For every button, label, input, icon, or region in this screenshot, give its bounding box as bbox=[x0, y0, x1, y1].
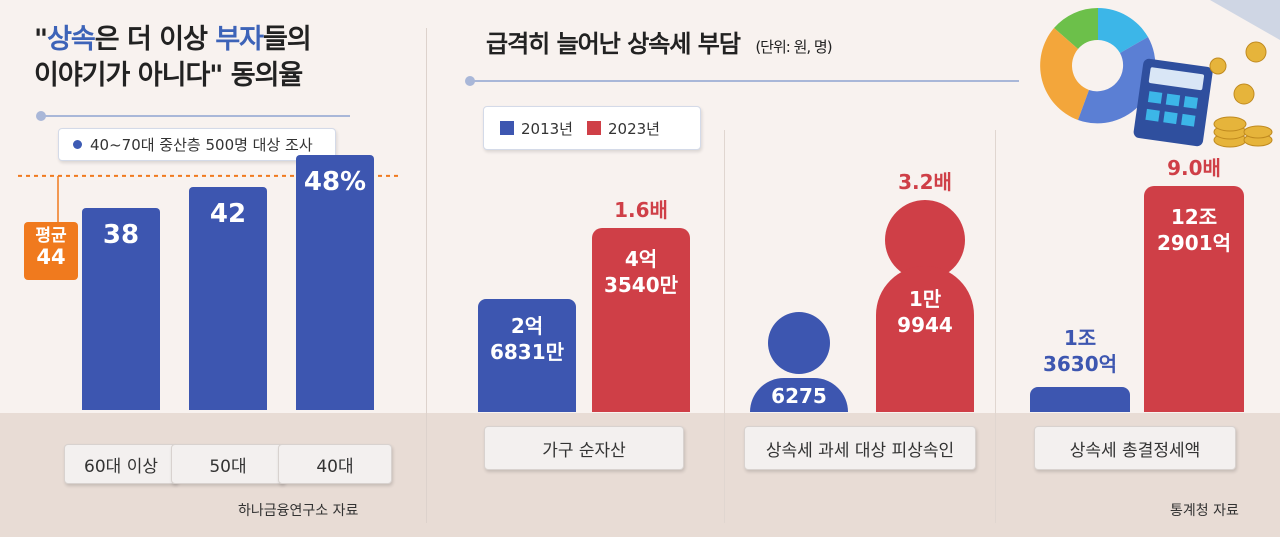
bar-value-label-group: 1조 3630억 bbox=[1030, 325, 1130, 377]
category-label: 상속세 과세 대상 피상속인 bbox=[744, 426, 976, 470]
category-label: 40대 bbox=[278, 444, 392, 484]
bar-value-label: 6831만 bbox=[489, 339, 565, 364]
person-body-2013: 6275 bbox=[750, 378, 848, 412]
bar-50대: 42 bbox=[189, 186, 267, 410]
bar-60대 이상: 38 bbox=[82, 207, 160, 410]
bar-value-label: 9944 bbox=[897, 313, 953, 337]
bar-value-label: 12조 bbox=[1170, 205, 1218, 229]
group-separator bbox=[995, 130, 996, 523]
bar-value-label: 3630억 bbox=[1042, 351, 1118, 376]
bar-value-label: 1조 bbox=[1063, 325, 1097, 350]
average-label: 평균 bbox=[35, 226, 67, 246]
title-rule-dot bbox=[465, 76, 475, 86]
bar-40대: 48% bbox=[296, 154, 374, 410]
bar-2023: 4억 3540만 bbox=[592, 228, 690, 412]
coins-icon bbox=[1209, 41, 1273, 148]
bar-2013: 2억 6831만 bbox=[478, 298, 576, 412]
title-rule bbox=[44, 115, 350, 117]
growth-multiplier: 9.0배 bbox=[1167, 156, 1221, 180]
donut-chart-icon bbox=[1040, 7, 1156, 124]
unit-note: (단위: 원, 명) bbox=[755, 38, 832, 56]
right-title: 급격히 늘어난 상속세 부담 (단위: 원, 명) bbox=[486, 30, 833, 58]
legend-swatch-2023 bbox=[586, 121, 601, 135]
bar-value-label: 4억 bbox=[624, 247, 658, 271]
average-value: 44 bbox=[36, 244, 66, 269]
category-label: 상속세 총결정세액 bbox=[1034, 426, 1236, 470]
category-label: 60대 이상 bbox=[64, 444, 178, 484]
bar-value-label: 3540만 bbox=[603, 273, 679, 297]
growth-multiplier: 3.2배 bbox=[898, 170, 952, 194]
title-rule-dot bbox=[36, 111, 46, 121]
legend-label-2023: 2023년 bbox=[607, 119, 660, 138]
category-label: 가구 순자산 bbox=[484, 426, 684, 470]
growth-multiplier: 1.6배 bbox=[614, 198, 668, 222]
right-source: 통계청 자료 bbox=[1170, 503, 1239, 519]
corner-decoration bbox=[1210, 0, 1280, 40]
bar-value-label: 48% bbox=[303, 166, 367, 197]
bar-value-label: 1만 bbox=[908, 287, 942, 311]
bar-value-label: 42 bbox=[209, 198, 247, 229]
legend-swatch-2013 bbox=[500, 121, 514, 135]
bar-value-label: 38 bbox=[102, 219, 140, 250]
legend-label-2013: 2013년 bbox=[521, 119, 573, 138]
average-badge: 평균 44 bbox=[24, 222, 78, 280]
title-rule bbox=[473, 80, 1019, 82]
left-title: "상속은 더 이상 부자들의 이야기가 아니다" 동의율 bbox=[34, 24, 312, 92]
bar-2013 bbox=[1030, 386, 1130, 412]
bar-value-label: 2901억 bbox=[1156, 231, 1232, 255]
bar-value-label: 2억 bbox=[510, 313, 544, 338]
calculator-icon bbox=[1133, 58, 1213, 147]
finance-illustration bbox=[1040, 0, 1280, 148]
bullet-dot-icon bbox=[73, 140, 82, 149]
legend: 2013년 2023년 bbox=[483, 106, 701, 150]
person-body-2023: 1만 9944 bbox=[876, 266, 974, 412]
bar-value-label: 6275 bbox=[771, 384, 827, 408]
bar-2023: 12조 2901억 bbox=[1144, 186, 1244, 412]
survey-note: 40~70대 중산층 500명 대상 조사 bbox=[58, 128, 336, 161]
group-separator bbox=[724, 130, 725, 523]
person-head-2013 bbox=[768, 312, 830, 374]
panel-divider bbox=[426, 28, 427, 523]
category-label: 50대 bbox=[171, 444, 285, 484]
left-source: 하나금융연구소 자료 bbox=[238, 503, 359, 519]
